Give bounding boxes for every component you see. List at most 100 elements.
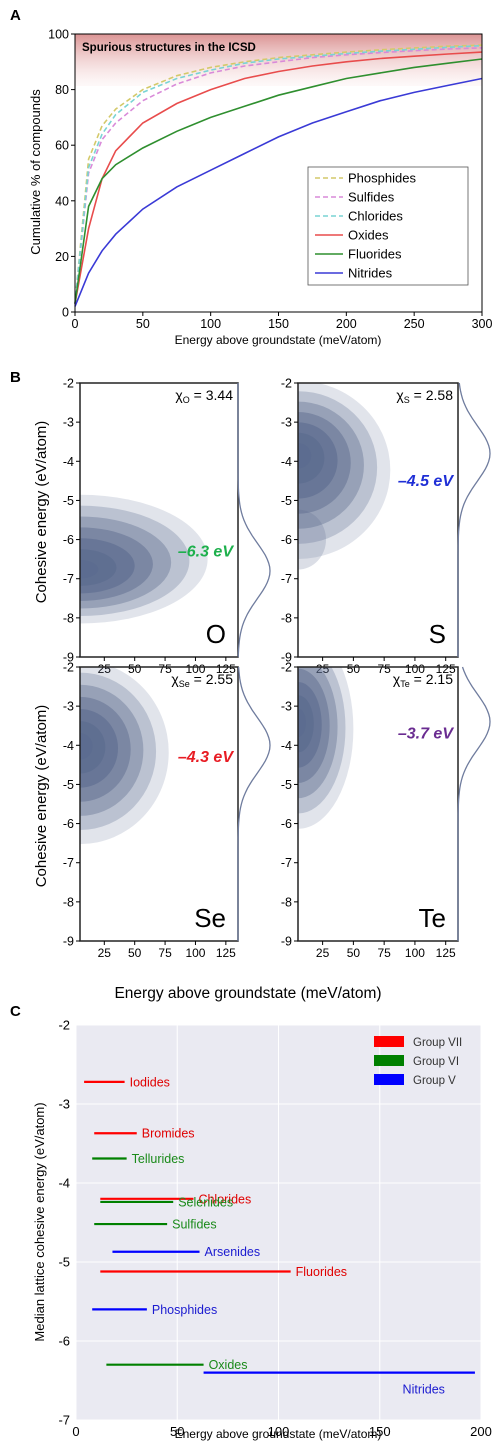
density-contours: [80, 667, 169, 845]
legend-label-group-v: Group V: [413, 1075, 456, 1087]
y-tick-label: -9: [281, 651, 292, 665]
x-tick-label: 50: [347, 946, 361, 960]
y-tick-label: -2: [63, 661, 74, 675]
x-tick-label: 0: [72, 1424, 79, 1439]
y-tick-label: -7: [281, 572, 292, 586]
y-tick-label: -7: [63, 572, 74, 586]
x-tick-label: 125: [436, 946, 456, 960]
median-energy-label: –4.5 eV: [398, 473, 454, 490]
x-tick-label: 125: [436, 662, 456, 676]
y-tick-label: 80: [55, 83, 69, 97]
x-tick-label: 50: [347, 662, 361, 676]
y-tick-label: -9: [63, 651, 74, 665]
density-panel-te: 25 50 75 100 125 -2 -3 -4 -5 -6 -7 -8 -9 χTe = 2.15 –3…: [281, 661, 491, 960]
range-label-arsenides: Arsenides: [205, 1245, 261, 1259]
legend-swatch-group-vii: [374, 1036, 404, 1047]
x-tick-label: 100: [268, 1424, 290, 1439]
y-tick-label: -4: [63, 739, 74, 753]
panel-b-density-grid: 25 50 75 100 125 -2 -3 -4 -5 -6 -7 -8 -9 χO = 3.44 –6.…: [63, 377, 491, 960]
panel-a-banner-text: Spurious structures in the ICSD: [82, 42, 256, 54]
x-tick-label: 50: [136, 317, 150, 331]
x-tick-label: 25: [98, 946, 112, 960]
density-contours: [298, 383, 391, 570]
density-contour-level: [80, 494, 208, 624]
y-tick-label: -8: [63, 611, 74, 625]
y-tick-label: -9: [63, 935, 74, 949]
x-tick-label: 100: [200, 317, 221, 331]
kde-marginal-curve: [457, 666, 491, 941]
median-energy-label: –4.3 eV: [178, 749, 234, 766]
legend-swatch-group-vi: [374, 1055, 404, 1066]
median-energy-label: –6.3 eV: [178, 543, 234, 560]
x-tick-label: 50: [170, 1424, 184, 1439]
series-line-fluorides: [74, 58, 483, 304]
panel-b-ylabel-top: Cohesive energy (eV/atom): [33, 421, 50, 604]
panel-a-xlabel: Energy above groundstate (meV/atom): [175, 333, 382, 347]
y-tick-label: -4: [281, 739, 292, 753]
legend-label-nitrides: Nitrides: [348, 266, 393, 281]
x-tick-label: 200: [336, 317, 357, 331]
density-contour-level: [298, 708, 306, 738]
x-tick-label: 50: [128, 946, 142, 960]
x-tick-label: 75: [158, 662, 172, 676]
y-tick-label: 40: [55, 194, 69, 208]
y-tick-label: -7: [281, 856, 292, 870]
y-tick-label: 100: [48, 28, 69, 42]
y-tick-label: -2: [63, 377, 74, 391]
series-line-nitrides: [74, 77, 483, 307]
x-tick-label: 125: [216, 946, 236, 960]
y-tick-label: -6: [63, 817, 74, 831]
density-contour-level: [80, 733, 93, 760]
y-tick-label: -5: [63, 494, 74, 508]
range-label-sulfides: Sulfides: [172, 1218, 216, 1232]
range-label-iodides: Iodides: [130, 1075, 170, 1089]
x-tick-label: 300: [472, 317, 493, 331]
legend-label-oxides: Oxides: [348, 228, 389, 243]
electronegativity-label: χO = 3.44: [175, 387, 233, 405]
y-tick-label: 60: [55, 139, 69, 153]
range-label-selenides: Selenides: [178, 1195, 233, 1209]
y-tick-label: -9: [281, 935, 292, 949]
range-label-oxides: Oxides: [209, 1358, 248, 1372]
series-line-sulfides: [74, 47, 483, 304]
x-tick-label: 100: [405, 662, 425, 676]
panel-b-xlabel: Energy above groundstate (meV/atom): [114, 985, 381, 1002]
x-tick-label: 125: [216, 662, 236, 676]
x-tick-label: 100: [185, 946, 205, 960]
panel-label-b: B: [10, 369, 21, 386]
legend-label-chlorides: Chlorides: [348, 209, 403, 224]
panel-c-xlabel: Energy above groundstate (meV/atom): [175, 1427, 382, 1441]
y-tick-label: -6: [281, 817, 292, 831]
range-label-chlorides: Chlorides: [198, 1192, 251, 1206]
y-tick-label: -5: [58, 1255, 70, 1270]
series-line-oxides: [74, 51, 483, 304]
density-contour-level: [80, 667, 169, 845]
range-label-bromides: Bromides: [142, 1127, 195, 1141]
x-tick-label: 250: [404, 317, 425, 331]
x-tick-label: 100: [405, 946, 425, 960]
kde-marginal-curve: [457, 382, 491, 657]
range-label-tellurides: Tellurides: [132, 1152, 185, 1166]
electronegativity-label: χSe = 2.55: [171, 671, 233, 689]
x-tick-label: 150: [369, 1424, 391, 1439]
panel-c-range-chart: Iodides Bromides Tellurides ChloridesSeleni…: [32, 1018, 492, 1442]
panel-label-a: A: [10, 7, 21, 24]
density-contours: [80, 494, 208, 624]
element-symbol-label: S: [429, 619, 446, 649]
y-tick-label: -6: [63, 533, 74, 547]
panel-a-banner: [75, 34, 482, 86]
density-contours: [298, 667, 354, 829]
density-panel-o: 25 50 75 100 125 -2 -3 -4 -5 -6 -7 -8 -9 χO = 3.44 –6.…: [63, 377, 271, 676]
series-line-chlorides: [74, 44, 483, 304]
y-tick-label: -3: [281, 700, 292, 714]
y-tick-label: -7: [63, 856, 74, 870]
element-symbol-label: Te: [419, 903, 446, 933]
y-tick-label: -6: [58, 1334, 70, 1349]
y-tick-label: -5: [281, 778, 292, 792]
density-contour-level: [80, 721, 106, 774]
y-tick-label: -4: [58, 1176, 70, 1191]
y-tick-label: -6: [281, 533, 292, 547]
density-panel-frame: [79, 382, 239, 658]
y-tick-label: -3: [63, 700, 74, 714]
y-tick-label: -3: [58, 1097, 70, 1112]
